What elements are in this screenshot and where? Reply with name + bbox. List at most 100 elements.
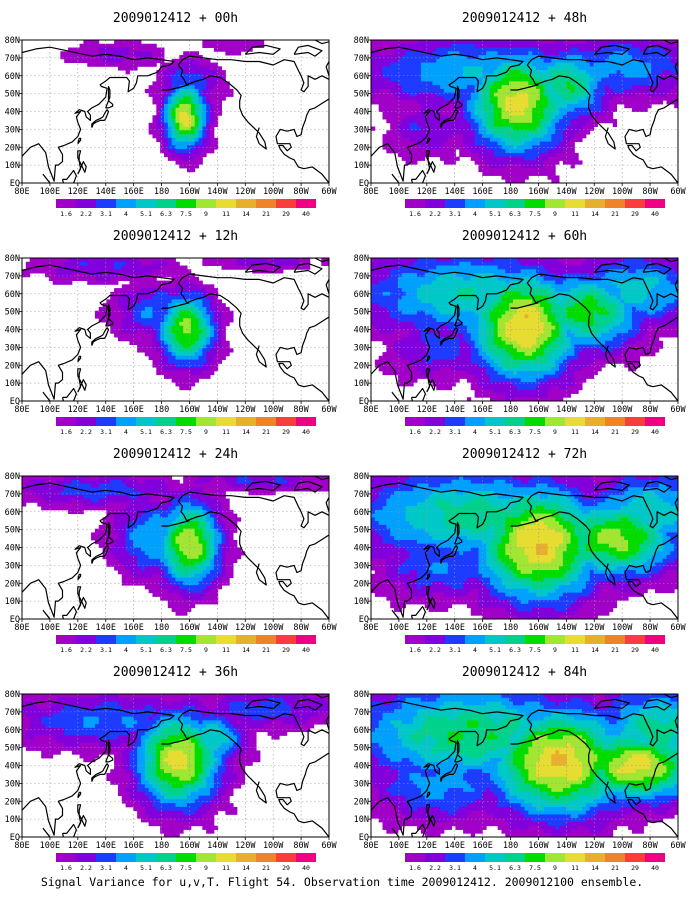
x-tick-label: 120W xyxy=(235,623,256,633)
x-tick-label: 80E xyxy=(363,405,378,415)
x-tick-label: 120W xyxy=(235,405,256,415)
y-tick-label: 40N xyxy=(5,326,20,336)
x-tick-label: 160E xyxy=(472,405,492,415)
forecast-panel-00h: 2009012412 + 00h 80E 100E 120E 140E 160E 180 16… xyxy=(5,11,338,218)
colorbar-label: 40 xyxy=(651,646,659,654)
y-tick-label: 30N xyxy=(354,125,369,135)
colorbar-swatch xyxy=(525,635,545,644)
graticule xyxy=(371,258,678,401)
x-tick-label: 160E xyxy=(123,841,143,851)
colorbar-label: 2.2 xyxy=(80,646,92,654)
colorbar-label: 2.2 xyxy=(429,428,441,436)
x-tick-label: 140W xyxy=(207,405,228,415)
colorbar-swatch xyxy=(645,853,665,862)
colorbar-swatch xyxy=(505,853,525,862)
colorbar-swatch xyxy=(605,635,625,644)
x-tick-label: 120E xyxy=(68,405,88,415)
colorbar-swatch xyxy=(76,853,96,862)
x-tick-label: 140E xyxy=(444,841,464,851)
y-tick-label: 60N xyxy=(354,726,369,736)
x-tick-label: 60W xyxy=(321,405,337,415)
colorbar-label: 40 xyxy=(302,646,310,654)
colorbar-label: 6.3 xyxy=(509,210,521,218)
y-tick-label: 20N xyxy=(5,143,20,153)
colorbar-swatch xyxy=(236,853,256,862)
x-tick-label: 100W xyxy=(612,187,633,197)
coastlines xyxy=(371,694,678,837)
y-tick-label: 40N xyxy=(354,544,369,554)
y-tick-label: 60N xyxy=(354,290,369,300)
colorbar-swatch xyxy=(56,635,76,644)
colorbar-swatch xyxy=(625,417,645,426)
y-tick-label: 30N xyxy=(5,125,20,135)
colorbar-swatch xyxy=(236,635,256,644)
y-tick-label: 80N xyxy=(5,254,20,264)
y-tick-label: 80N xyxy=(5,472,20,482)
colorbar-label: 1.6 xyxy=(409,428,421,436)
colorbar-swatch xyxy=(76,199,96,208)
colorbar-label: 9 xyxy=(204,864,208,872)
colorbar-swatch xyxy=(76,417,96,426)
colorbar-swatch xyxy=(176,853,196,862)
coastlines xyxy=(371,40,678,183)
colorbar-label: 5.1 xyxy=(489,864,501,872)
y-tick-label: 60N xyxy=(5,290,20,300)
colorbar-swatch xyxy=(445,635,465,644)
colorbar: 1.6 2.2 3.1 4 5.1 6.3 7.5 9 11 14 21 29 40 xyxy=(56,853,316,872)
colorbar-swatch xyxy=(216,635,236,644)
colorbar-label: 5.1 xyxy=(489,428,501,436)
colorbar-label: 3.1 xyxy=(100,428,112,436)
colorbar-swatch xyxy=(216,417,236,426)
x-tick-label: 100W xyxy=(612,405,633,415)
x-tick-label: 80W xyxy=(642,187,658,197)
x-tick-label: 180 xyxy=(154,187,169,197)
colorbar-swatch xyxy=(625,853,645,862)
y-tick-label: 50N xyxy=(354,744,369,754)
colorbar-swatch xyxy=(196,199,216,208)
colorbar-label: 7.5 xyxy=(180,428,192,436)
y-tick-label: 40N xyxy=(354,108,369,118)
x-tick-label: 80W xyxy=(293,187,309,197)
colorbar-label: 11 xyxy=(222,210,230,218)
coastlines xyxy=(371,476,678,619)
x-tick-label: 160E xyxy=(472,187,492,197)
y-tick-label: 70N xyxy=(5,490,20,500)
colorbar: 1.6 2.2 3.1 4 5.1 6.3 7.5 9 11 14 21 29 40 xyxy=(56,199,316,218)
x-tick-label: 100E xyxy=(40,841,60,851)
colorbar-label: 7.5 xyxy=(180,646,192,654)
colorbar-label: 9 xyxy=(553,428,557,436)
colorbar-swatch xyxy=(645,417,665,426)
x-tick-label: 80E xyxy=(14,187,29,197)
colorbar-label: 21 xyxy=(611,428,619,436)
colorbar-label: 29 xyxy=(631,210,639,218)
colorbar-label: 1.6 xyxy=(409,646,421,654)
panel-title: 2009012412 + 84h xyxy=(462,665,587,680)
x-tick-label: 160E xyxy=(123,405,143,415)
colorbar-swatch xyxy=(96,199,116,208)
colorbar-label: 1.6 xyxy=(60,428,72,436)
colorbar-label: 4 xyxy=(473,428,477,436)
colorbar-swatch xyxy=(96,417,116,426)
y-tick-label: 10N xyxy=(5,597,20,607)
colorbar-swatch xyxy=(605,417,625,426)
colorbar-swatch xyxy=(136,853,156,862)
colorbar-label: 1.6 xyxy=(409,864,421,872)
colorbar-swatch xyxy=(565,199,585,208)
colorbar-label: 14 xyxy=(242,646,250,654)
colorbar-swatch xyxy=(236,199,256,208)
colorbar-swatch xyxy=(585,853,605,862)
y-tick-label: 20N xyxy=(5,797,20,807)
x-tick-label: 140W xyxy=(556,405,577,415)
x-tick-label: 180 xyxy=(154,405,169,415)
colorbar-label: 40 xyxy=(302,428,310,436)
colorbar-label: 1.6 xyxy=(60,646,72,654)
x-tick-label: 160W xyxy=(528,841,549,851)
colorbar-label: 29 xyxy=(282,646,290,654)
y-tick-label: 10N xyxy=(5,379,20,389)
colorbar-swatch xyxy=(445,853,465,862)
colorbar-swatch xyxy=(216,199,236,208)
colorbar-swatch xyxy=(465,635,485,644)
y-tick-label: 70N xyxy=(354,272,369,282)
y-tick-label: 40N xyxy=(354,326,369,336)
colorbar-label: 11 xyxy=(222,864,230,872)
